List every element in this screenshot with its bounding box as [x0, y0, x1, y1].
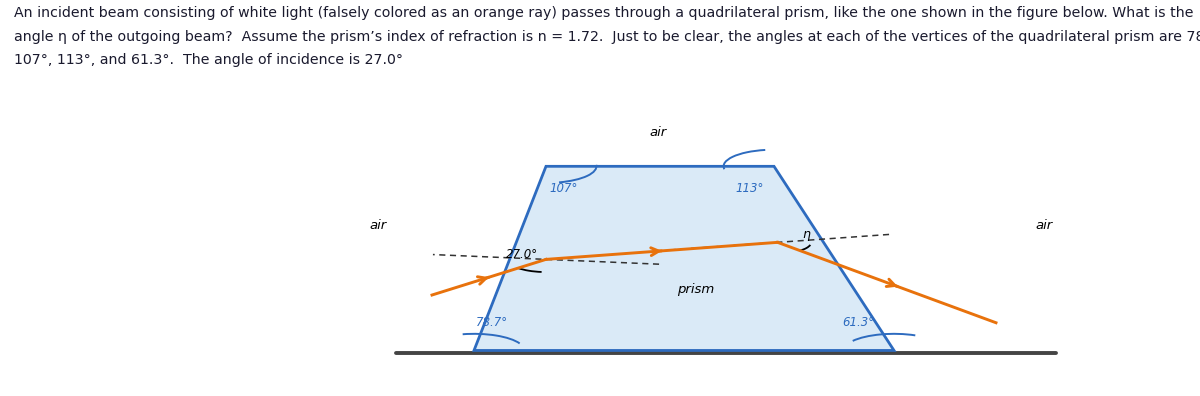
Text: prism: prism: [677, 283, 715, 295]
Text: air: air: [370, 219, 386, 232]
Text: 107°, 113°, and 61.3°.  The angle of incidence is 27.0°: 107°, 113°, and 61.3°. The angle of inci…: [14, 53, 403, 67]
Text: angle η of the outgoing beam?  Assume the prism’s index of refraction is n = 1.7: angle η of the outgoing beam? Assume the…: [14, 30, 1200, 44]
Text: 107°: 107°: [550, 182, 578, 194]
Text: 61.3°: 61.3°: [842, 316, 874, 329]
Text: An incident beam consisting of white light (falsely colored as an orange ray) pa: An incident beam consisting of white lig…: [14, 6, 1194, 20]
Text: 78.7°: 78.7°: [476, 316, 508, 329]
Text: 27.0°: 27.0°: [506, 248, 538, 261]
Text: air: air: [1036, 219, 1052, 232]
Text: air: air: [649, 126, 666, 139]
Text: η: η: [803, 228, 810, 241]
Polygon shape: [474, 166, 894, 350]
Text: 113°: 113°: [736, 182, 764, 194]
